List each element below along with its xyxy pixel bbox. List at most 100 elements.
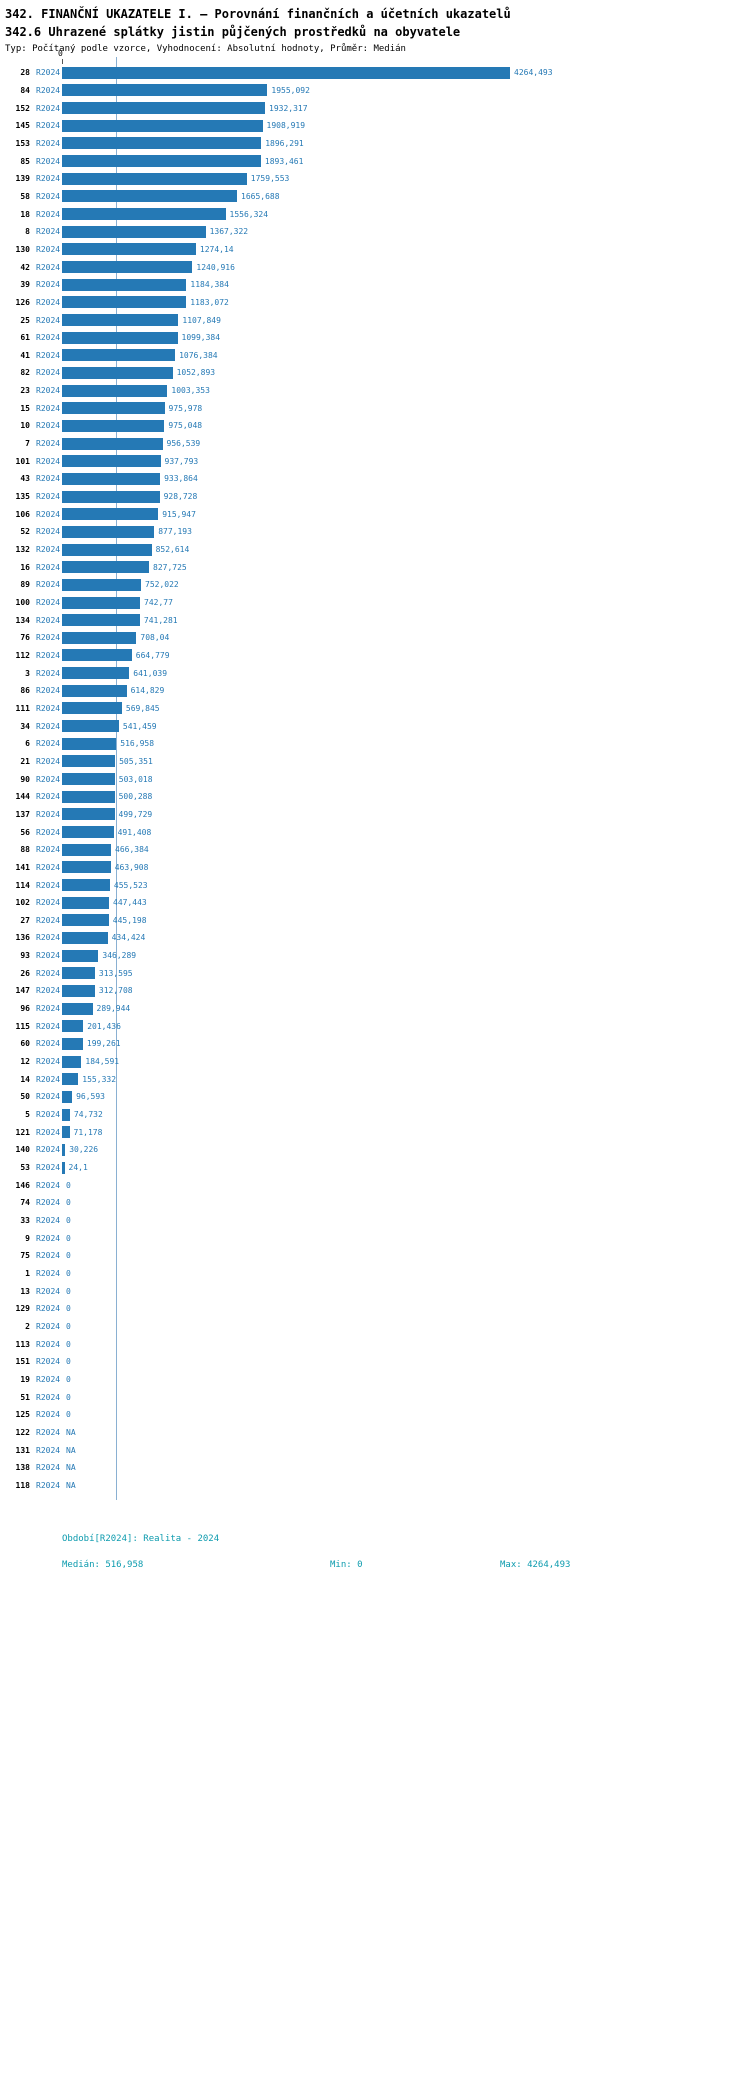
row-period-label: R2024 [36,1286,61,1296]
chart-row: 76 R2024 708,04 [0,629,750,647]
row-id: 34 [20,721,30,731]
value-bar [62,543,152,556]
chart-row: 113 R2024 0 [0,1335,750,1353]
row-id: 23 [20,386,30,396]
row-id: 135 [15,492,30,502]
row-period-label: R2024 [36,492,61,502]
chart-row: 9 R2024 0 [0,1229,750,1247]
chart-row: 18 R2024 1556,324 [0,205,750,223]
value-bar [62,843,111,856]
value-label: 0 [66,1233,71,1243]
row-period-label: R2024 [36,615,61,625]
row-period-label: R2024 [36,138,61,148]
row-id: 43 [20,474,30,484]
value-label: 852,614 [155,545,190,555]
row-period-label: R2024 [36,686,61,696]
value-bar [62,790,115,803]
row-id: 126 [15,297,30,307]
value-label: NA [66,1480,76,1490]
row-period-label: R2024 [36,739,61,749]
value-label: 466,384 [115,845,149,855]
row-id: 21 [20,756,30,766]
chart-row: 85 R2024 1893,461 [0,152,750,170]
value-bar [62,455,161,468]
chart-row: 16 R2024 827,725 [0,558,750,576]
row-period-label: R2024 [36,774,61,784]
chart-row: 2 R2024 0 [0,1318,750,1336]
row-period-label: R2024 [36,703,61,713]
median-line [116,57,117,1500]
chart-row: 112 R2024 664,779 [0,647,750,665]
value-label: 569,845 [125,703,160,713]
value-bar [62,1143,66,1156]
row-id: 15 [20,403,30,413]
row-period-label: R2024 [36,403,61,413]
value-bar [62,349,176,362]
row-period-label: R2024 [36,386,61,396]
chart-header: 342. FINANČNÍ UKAZATELE I. — Porovnání f… [5,5,511,55]
chart-row: 33 R2024 0 [0,1212,750,1230]
row-id: 75 [20,1251,30,1261]
value-bar [62,1020,84,1033]
row-period-label: R2024 [36,898,61,908]
value-bar [62,384,168,397]
row-id: 115 [15,1021,30,1031]
value-bar [62,190,237,203]
value-label: 933,864 [164,474,198,484]
footer-stats: Medián: 516,958 Min: 0 Max: 4264,493 [0,1560,750,1574]
value-label: 71,178 [73,1127,103,1137]
value-bar [62,879,110,892]
row-id: 132 [15,545,30,555]
row-period-label: R2024 [36,986,61,996]
row-period-label: R2024 [36,598,61,608]
chart-title: 342. FINANČNÍ UKAZATELE I. — Porovnání f… [5,7,511,21]
chart-row: 75 R2024 0 [0,1247,750,1265]
value-label: 614,829 [130,686,165,696]
value-label: 1003,353 [171,386,210,396]
value-label: 491,408 [117,827,152,837]
value-label: 0 [66,1215,71,1225]
row-id: 113 [15,1339,30,1349]
value-bar [62,614,140,627]
chart-row: 52 R2024 877,193 [0,523,750,541]
row-id: 61 [20,333,30,343]
chart-row: 144 R2024 500,288 [0,788,750,806]
row-id: 5 [25,1110,30,1120]
row-id: 58 [20,191,30,201]
chart-row: 153 R2024 1896,291 [0,135,750,153]
value-bar [62,1126,70,1139]
row-id: 118 [15,1480,30,1490]
chart-row: 132 R2024 852,614 [0,541,750,559]
value-label: 0 [66,1410,71,1420]
row-id: 147 [15,986,30,996]
value-label: 155,332 [82,1074,117,1084]
value-label: 1274,14 [199,244,234,254]
row-period-label: R2024 [36,1039,61,1049]
chart-row: 88 R2024 466,384 [0,841,750,859]
value-bar [62,596,140,609]
chart-row: 43 R2024 933,864 [0,470,750,488]
value-bar [62,931,108,944]
row-id: 27 [20,915,30,925]
row-period-label: R2024 [36,1163,61,1173]
row-id: 89 [20,580,30,590]
chart-row: 89 R2024 752,022 [0,576,750,594]
row-id: 3 [25,668,30,678]
value-bar [62,490,160,503]
value-label: 664,779 [135,650,170,660]
row-id: 93 [20,951,30,961]
row-period-label: R2024 [36,1304,61,1314]
chart-row: 101 R2024 937,793 [0,452,750,470]
value-bar [62,561,149,574]
chart-row: 100 R2024 742,77 [0,594,750,612]
row-id: 41 [20,350,30,360]
chart-row: 34 R2024 541,459 [0,717,750,735]
value-label: 1759,553 [250,174,290,184]
row-id: 86 [20,686,30,696]
chart-row: 42 R2024 1240,916 [0,258,750,276]
row-id: 51 [20,1392,30,1402]
value-label: 1099,384 [181,333,221,343]
row-period-label: R2024 [36,1480,61,1490]
chart-row: 1 R2024 0 [0,1265,750,1283]
